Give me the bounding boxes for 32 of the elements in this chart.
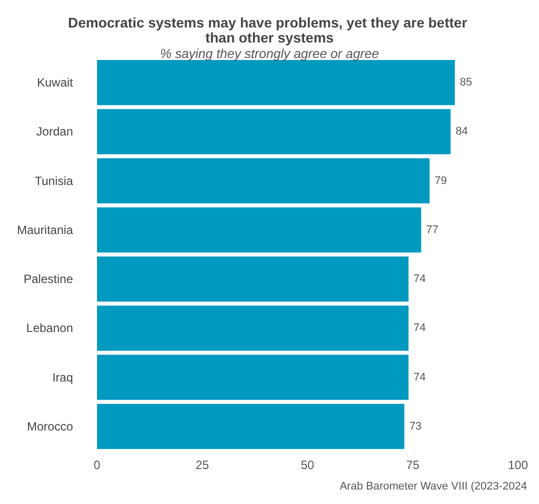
data-label: 74 [414, 371, 426, 384]
bar [97, 158, 430, 204]
bar [97, 60, 455, 106]
data-label: 77 [426, 224, 438, 236]
y-tick-label: Iraq [52, 370, 73, 384]
y-tick-label: Morocco [26, 419, 74, 434]
y-tick-label: Mauritania [16, 222, 74, 237]
text: Arab Barometer Wave VIII (2023-2024 [340, 480, 527, 492]
x-tick-label: 75 [406, 458, 420, 472]
x-tick-label: 25 [196, 458, 210, 472]
x-tick-label: 50 [300, 458, 314, 472]
y-tick-label: Jordan [36, 124, 73, 139]
chart-subtitle: % saying they strongly agree or agree [160, 46, 379, 61]
bar [97, 207, 422, 253]
y-tick-label: Palestine [24, 272, 74, 286]
y-tick-label: Kuwait [36, 76, 74, 90]
y-tick-label: Lebanon [26, 321, 73, 336]
bar [97, 256, 409, 302]
y-tick-label: Tunisia [34, 174, 74, 188]
data-label: 85 [460, 76, 472, 89]
x-tick-label: 0 [94, 458, 101, 472]
x-tick-label: 100 [508, 458, 528, 472]
data-label: 84 [456, 126, 468, 138]
bar [97, 109, 451, 154]
data-label: 74 [414, 273, 426, 286]
bar [97, 306, 409, 351]
data-label: 74 [414, 322, 426, 334]
bar [97, 404, 404, 450]
chart-title: Democratic systems may have problems, yet they are better than other systems [68, 14, 472, 46]
bar [97, 354, 409, 400]
data-label: 79 [434, 174, 447, 187]
data-label: 73 [409, 420, 422, 432]
